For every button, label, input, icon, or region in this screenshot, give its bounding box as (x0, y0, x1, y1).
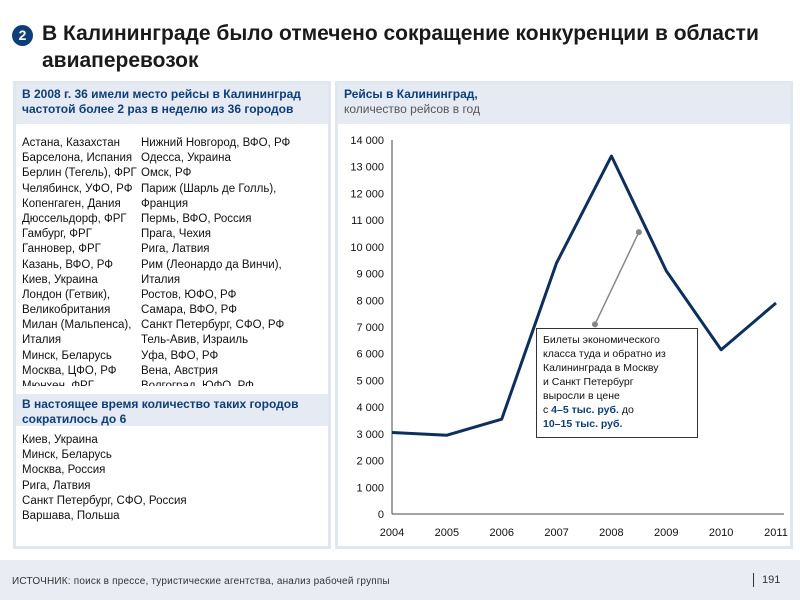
city-list-item: Париж (Шарль де Голль), (141, 182, 277, 195)
page-title: В Калининграде было отмечено сокращение … (42, 22, 759, 72)
current-city-item: Киев, Украина (22, 434, 98, 446)
city-list-item: Волгоград, ЮФО, РФ (141, 380, 254, 386)
page-number: 191 (753, 573, 780, 587)
x-tick-label: 2004 (380, 527, 404, 539)
x-tick-label: 2009 (654, 527, 678, 539)
annotation-point-end (635, 229, 642, 236)
x-tick-label: 2011 (764, 527, 788, 539)
y-tick-label: 2 000 (356, 456, 384, 468)
current-cities-header: В настоящее время количество таких город… (16, 394, 328, 426)
city-list-item: Пермь, ВФО, Россия (141, 212, 252, 225)
callout-mid: до (618, 404, 634, 416)
y-tick-label: 12 000 (350, 188, 384, 200)
y-tick-label: 1 000 (356, 482, 384, 494)
city-list-item: Великобритания (22, 304, 111, 317)
city-list-item: Рим (Леонардо да Винчи), (141, 258, 282, 271)
footer-bar (0, 560, 800, 600)
y-tick-label: 4 000 (356, 402, 384, 414)
city-list-item: Москва, ЦФО, РФ (22, 364, 117, 377)
y-tick-label: 0 (378, 509, 384, 521)
callout-price-to: 10–15 тыс. руб. (543, 418, 623, 430)
y-tick-label: 11 000 (351, 215, 384, 227)
x-tick-label: 2007 (544, 527, 568, 539)
chart-panel-header: Рейсы в Калининград, количество рейсов в… (338, 84, 790, 124)
flights-series-line (391, 154, 777, 437)
y-tick-label: 10 000 (350, 242, 384, 254)
current-city-list: Киев, Украина Минск, Беларусь Москва, Росс… (22, 433, 187, 524)
city-list-item: Барселона, Испания (22, 152, 133, 165)
city-list-item: Копенгаген, Дания (22, 197, 121, 210)
city-list-item: Дюссельдорф, ФРГ (22, 212, 127, 225)
city-list-item: Прага, Чехия (141, 228, 211, 241)
city-list-item: Италия (22, 334, 62, 347)
y-tick-label: 7 000 (356, 322, 384, 334)
flights-chart-panel: Рейсы в Калининград, количество рейсов в… (338, 84, 790, 546)
city-list-col2: Нижний Новгород, ВФО, РФ Одесса, Украина О… (141, 136, 290, 386)
city-list-item: Астана, Казахстан (22, 137, 120, 149)
x-tick-label: 2008 (599, 527, 623, 539)
current-city-item: Минск, Беларусь (22, 449, 112, 462)
y-tick-label: 6 000 (356, 349, 384, 361)
callout-prefix: с (543, 404, 552, 416)
x-tick-label: 2010 (709, 527, 733, 539)
current-city-item: Москва, Россия (22, 464, 106, 477)
city-list-item: Франция (141, 197, 189, 210)
city-list-item: Рига, Латвия (141, 243, 210, 256)
current-city-item: Рига, Латвия (22, 479, 91, 492)
callout-price-from: 4–5 тыс. руб. (551, 404, 619, 416)
cities-panel-header: В 2008 г. 36 имели место рейсы в Калинин… (16, 84, 328, 124)
callout-line-4: и Санкт Петербург (543, 376, 634, 388)
city-list-item: Ганновер, ФРГ (22, 243, 101, 256)
city-list-item: Милан (Мальпенса), (22, 319, 132, 332)
city-list-item: Вена, Австрия (141, 364, 218, 377)
city-list-item: Минск, Беларусь (22, 349, 112, 362)
city-list-item: Самара, ВФО, РФ (141, 304, 237, 317)
y-tick-label: 9 000 (356, 269, 384, 281)
y-tick-label: 5 000 (356, 375, 384, 387)
callout-line-3: Калининграда в Москву (543, 362, 659, 374)
city-list-item: Санкт Петербург, СФО, РФ (141, 319, 285, 332)
x-tick-label: 2005 (435, 527, 459, 539)
cities-panel: В 2008 г. 36 имели место рейсы в Калинин… (16, 84, 328, 546)
city-list-item: Уфа, ВФО, РФ (141, 349, 219, 362)
city-list-item: Омск, РФ (141, 167, 192, 180)
y-tick-label: 14 000 (350, 135, 384, 147)
city-list-item: Ростов, ЮФО, РФ (141, 288, 237, 301)
source-note: ИСТОЧНИК: поиск в прессе, туристические … (12, 576, 390, 587)
current-city-item: Санкт Петербург, СФО, Россия (22, 494, 187, 507)
city-list-item: Нижний Новгород, ВФО, РФ (141, 137, 291, 149)
y-tick-label: 13 000 (350, 162, 384, 174)
callout-line-5: выросли в цене (543, 390, 620, 402)
y-tick-labels: 0 1 000 2 000 3 000 4 000 5 000 6 000 7 000 8 00… (350, 135, 384, 521)
annotation-connector (594, 231, 640, 325)
city-list-clip: Астана, Казахстан Барселона, Испания Берли… (16, 136, 328, 386)
chart-subtitle: количество рейсов в год (344, 102, 480, 116)
city-list-item: Гамбург, ФРГ (22, 228, 92, 241)
city-list-item: Одесса, Украина (141, 152, 231, 165)
city-list-item: Казань, ВФО, РФ (22, 258, 114, 271)
city-list-item: Италия (141, 273, 181, 286)
city-list-item: Киев, Украина (22, 273, 98, 286)
city-list-item: Челябинск, УФО, РФ (22, 182, 133, 195)
y-tick-label: 3 000 (356, 429, 384, 441)
annotation-point-start (591, 321, 598, 328)
city-list-item: Мюнхен, ФРГ (22, 380, 94, 386)
city-list-item: Лондон (Гетвик), (22, 288, 111, 301)
callout-line-2: класса туда и обратно из (543, 348, 666, 360)
y-tick-label: 8 000 (356, 295, 384, 307)
callout-line-6: с 4–5 тыс. руб. до (543, 403, 691, 417)
section-number-badge: 2 (12, 25, 33, 46)
x-tick-label: 2006 (489, 527, 513, 539)
city-list-item: Берлин (Тегель), ФРГ (22, 167, 137, 180)
city-list-col1: Астана, Казахстан Барселона, Испания Берли… (22, 136, 137, 386)
city-list-item: Тель-Авив, Израиль (141, 334, 249, 347)
price-callout: Билеты экономического класса туда и обра… (536, 328, 698, 438)
current-city-item: Варшава, Польша (22, 509, 120, 522)
x-tick-labels: 2004 2005 2006 2007 2008 2009 2010 2011 (380, 527, 788, 539)
callout-line-1: Билеты экономического (543, 334, 660, 346)
chart-title: Рейсы в Калининград, (344, 87, 478, 101)
